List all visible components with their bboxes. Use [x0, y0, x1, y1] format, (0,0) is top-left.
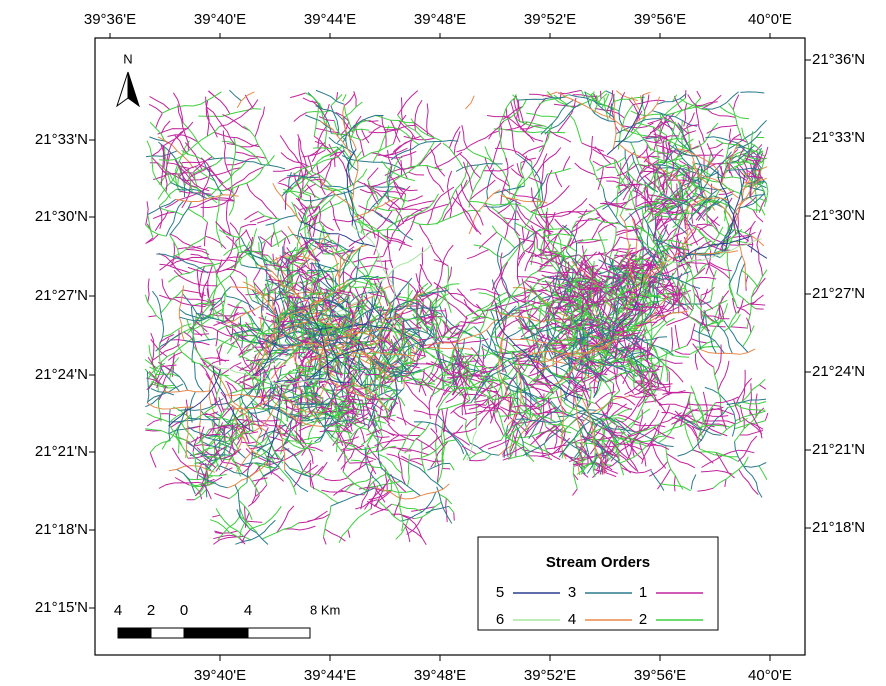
- right-coordinate-label: 21°24'N: [812, 363, 865, 380]
- scale-segment: [151, 628, 184, 638]
- bottom-coordinate-label: 39°48'E: [414, 667, 466, 684]
- bottom-coordinate-label: 39°56'E: [634, 667, 686, 684]
- right-coordinate-label: 21°30'N: [812, 207, 865, 224]
- top-coordinate-label: 39°40'E: [194, 11, 246, 28]
- bottom-coordinate-label: 39°52'E: [524, 667, 576, 684]
- left-coordinate-label: 21°27'N: [35, 287, 88, 304]
- legend-title: Stream Orders: [546, 554, 650, 571]
- stream-segment: [454, 513, 455, 521]
- legend-box: [478, 537, 718, 630]
- legend-label: 1: [639, 584, 647, 601]
- scale-label: 4: [114, 602, 122, 619]
- scale-label: 2: [147, 602, 155, 619]
- north-label: N: [123, 51, 132, 66]
- scale-segment: [248, 628, 310, 638]
- top-coordinate-label: 39°48'E: [414, 11, 466, 28]
- right-coordinate-label: 21°33'N: [812, 129, 865, 146]
- left-coordinate-label: 21°30'N: [35, 208, 88, 225]
- left-coordinate-label: 21°24'N: [35, 366, 88, 383]
- top-coordinate-label: 40°0'E: [748, 11, 792, 28]
- stream-segment: [448, 266, 449, 290]
- top-coordinate-label: 39°36'E: [84, 11, 136, 28]
- top-coordinate-label: 39°56'E: [634, 11, 686, 28]
- right-coordinate-label: 21°27'N: [812, 285, 865, 302]
- left-coordinate-label: 21°18'N: [35, 521, 88, 538]
- left-coordinate-label: 21°15'N: [35, 599, 88, 616]
- right-coordinate-label: 21°36'N: [812, 51, 865, 68]
- legend-label: 4: [568, 611, 576, 628]
- legend: Stream Orders: [478, 537, 718, 630]
- scale-label: 4: [244, 602, 252, 619]
- scale-label: 8 Km: [310, 602, 340, 617]
- top-coordinate-label: 39°52'E: [524, 11, 576, 28]
- top-coordinate-label: 39°44'E: [304, 11, 356, 28]
- right-coordinate-label: 21°18'N: [812, 519, 865, 536]
- legend-label: 3: [568, 584, 576, 601]
- left-coordinate-label: 21°21'N: [35, 443, 88, 460]
- legend-label: 6: [496, 611, 504, 628]
- scale-label: 0: [180, 602, 188, 619]
- legend-label: 5: [496, 584, 504, 601]
- right-coordinate-label: 21°21'N: [812, 441, 865, 458]
- scale-segment: [118, 628, 151, 638]
- bottom-coordinate-label: 40°0'E: [748, 667, 792, 684]
- left-coordinate-label: 21°33'N: [35, 131, 88, 148]
- legend-label: 2: [639, 611, 647, 628]
- bottom-coordinate-label: 39°40'E: [194, 667, 246, 684]
- scale-segment: [184, 628, 248, 638]
- stream-segment: [601, 91, 602, 99]
- bottom-coordinate-label: 39°44'E: [304, 667, 356, 684]
- scale-bar: [118, 628, 310, 638]
- map: N Stream Orders 39°36'E 39°40'E 39°44'E 39°…: [0, 0, 886, 686]
